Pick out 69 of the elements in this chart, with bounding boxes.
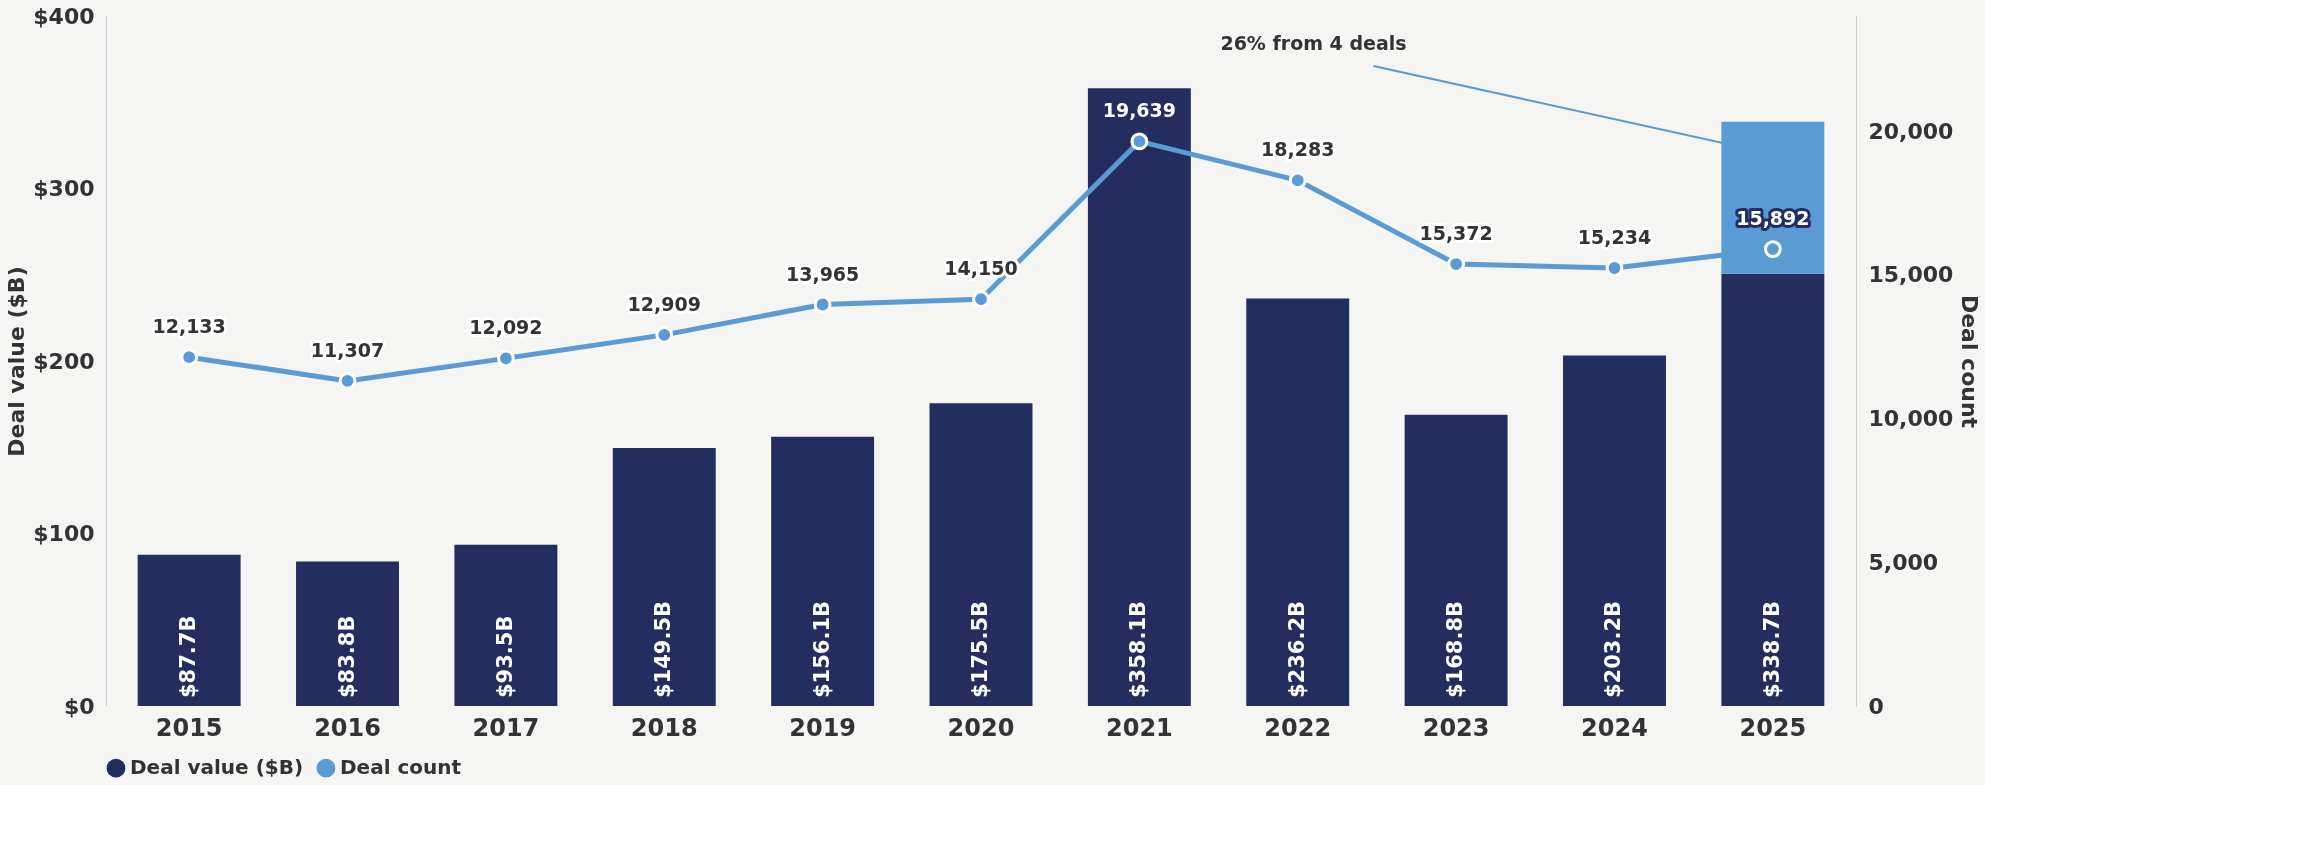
data-label: $93.5B bbox=[492, 615, 517, 698]
bar bbox=[454, 544, 558, 706]
bar bbox=[1404, 414, 1508, 706]
point bbox=[1130, 132, 1149, 151]
data-label: 12,909 bbox=[627, 292, 701, 315]
total-label: $338.7B bbox=[1759, 600, 1784, 698]
point bbox=[972, 290, 990, 309]
x-tick-label: 2016 bbox=[314, 713, 381, 742]
data-label: 13,965 bbox=[785, 262, 860, 285]
data-label: 15,234 bbox=[1577, 226, 1652, 249]
y2-tick-label: 10,000 bbox=[1868, 406, 1954, 431]
x-tick-label: 2018 bbox=[630, 713, 698, 742]
annotation: 26% from 4 deals bbox=[1220, 32, 1407, 54]
y2-tick-label: 20,000 bbox=[1868, 118, 1954, 144]
data-label: 11,307 bbox=[310, 338, 385, 361]
y-tick-label: $200 bbox=[33, 348, 95, 374]
y2-tick-label: 5,000 bbox=[1868, 549, 1939, 575]
point bbox=[496, 349, 515, 368]
point bbox=[1605, 259, 1624, 277]
data-label: 19,639 bbox=[1102, 99, 1177, 122]
x-tick-label: 2025 bbox=[1739, 713, 1807, 742]
x-tick-label: 2024 bbox=[1581, 713, 1648, 742]
bar bbox=[1087, 88, 1191, 706]
y-tick-label: $300 bbox=[33, 176, 95, 201]
data-label: 12,092 bbox=[469, 316, 543, 339]
data-label: $358.1B bbox=[1126, 600, 1151, 698]
legend-label: Deal value ($B) bbox=[130, 755, 304, 780]
x-tick-label: 2019 bbox=[789, 713, 857, 742]
bar bbox=[771, 436, 875, 706]
data-label: $156.1B bbox=[809, 600, 834, 698]
x-tick-label: 2021 bbox=[1105, 713, 1173, 742]
bar bbox=[1563, 355, 1666, 706]
data-label: 12,133 bbox=[152, 315, 226, 338]
data-label: $149.5B bbox=[651, 600, 676, 698]
data-label: $168.8B bbox=[1443, 600, 1468, 698]
point bbox=[1763, 240, 1782, 259]
point bbox=[1447, 255, 1466, 273]
point bbox=[180, 348, 199, 367]
bar bbox=[929, 403, 1033, 706]
bar bbox=[1721, 273, 1825, 706]
y-axis-title: Deal value ($B) bbox=[4, 266, 30, 457]
x-tick-label: 2015 bbox=[155, 713, 223, 742]
y-tick-label: $0 bbox=[63, 693, 95, 719]
data-label: $87.7B bbox=[176, 615, 201, 698]
point bbox=[1288, 171, 1307, 190]
y-tick-label: $400 bbox=[33, 3, 95, 29]
bar bbox=[137, 554, 241, 706]
bar bbox=[296, 561, 399, 706]
x-tick-label: 2017 bbox=[472, 713, 540, 742]
x-tick-label: 2020 bbox=[947, 713, 1015, 742]
point bbox=[655, 325, 674, 344]
y2-axis-title: Deal count bbox=[1957, 294, 1983, 429]
data-label: 15,892 bbox=[1736, 207, 1810, 230]
y-tick-label: $100 bbox=[33, 521, 95, 546]
bar bbox=[1246, 298, 1350, 706]
point bbox=[338, 372, 357, 390]
data-label: $175.5B bbox=[968, 600, 992, 698]
y2-tick-label: 0 bbox=[1868, 693, 1884, 719]
data-label: 18,283 bbox=[1261, 138, 1335, 161]
bar bbox=[612, 448, 716, 706]
data-label: 15,372 bbox=[1419, 222, 1493, 245]
legend-label: Deal count bbox=[340, 755, 462, 780]
y2-tick-label: 15,000 bbox=[1868, 262, 1954, 288]
data-label: $203.2B bbox=[1601, 600, 1626, 698]
x-tick-label: 2022 bbox=[1264, 713, 1332, 742]
x-tick-label: 2023 bbox=[1422, 713, 1490, 742]
data-label: $236.2B bbox=[1284, 600, 1309, 698]
data-label: $83.8B bbox=[334, 615, 359, 698]
point bbox=[813, 295, 832, 314]
